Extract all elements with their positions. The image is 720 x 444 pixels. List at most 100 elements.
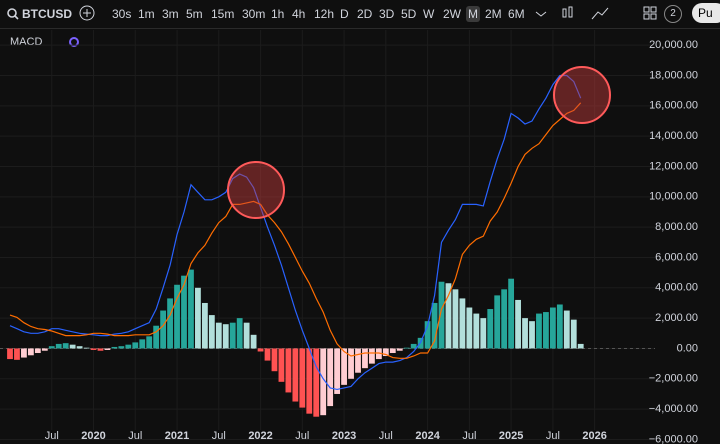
publish-button[interactable]: Pu xyxy=(692,3,720,23)
histogram-bar xyxy=(320,348,327,416)
histogram-bar xyxy=(536,313,542,349)
y-tick-label: 8,000.00 xyxy=(655,221,698,233)
toolbar-icons[interactable] xyxy=(530,0,680,28)
histogram-bar xyxy=(396,348,403,351)
histogram-bar xyxy=(14,348,20,360)
indicator-icon xyxy=(69,37,79,47)
interval-button[interactable]: 2W xyxy=(443,7,461,21)
y-tick-label: 6,000.00 xyxy=(655,251,698,263)
histogram-bar xyxy=(229,322,236,349)
interval-button[interactable]: 15m xyxy=(211,7,235,21)
histogram-bar xyxy=(452,289,459,349)
x-tick-label: Jul xyxy=(546,430,560,442)
histogram-bar xyxy=(362,348,368,369)
histogram-bar xyxy=(97,348,104,351)
histogram-bar xyxy=(438,281,445,349)
histogram-bar xyxy=(174,284,180,349)
interval-button[interactable]: 1h xyxy=(271,7,285,21)
histogram-bar xyxy=(236,318,243,349)
histogram-bar xyxy=(431,302,438,349)
histogram-bar xyxy=(348,348,354,379)
histogram-bar xyxy=(146,336,153,349)
histogram-bar xyxy=(299,348,306,408)
histogram-bar xyxy=(313,348,320,417)
symbol[interactable]: BTCUSD xyxy=(22,7,72,21)
indicator-title: MACD xyxy=(10,36,42,48)
interval-button[interactable]: 5m xyxy=(186,7,203,21)
histogram-bar xyxy=(118,346,125,349)
histogram-bar xyxy=(334,348,341,394)
histogram-bar xyxy=(76,346,83,349)
x-tick-label: Jul xyxy=(379,430,393,442)
histogram-bar xyxy=(473,313,480,349)
x-tick-label: Jul xyxy=(212,430,226,442)
histogram-bar xyxy=(292,348,299,402)
histogram-bar xyxy=(208,315,215,349)
histogram-bar xyxy=(466,307,473,349)
histogram-bar xyxy=(543,312,549,349)
histogram-bar xyxy=(355,348,361,373)
histogram-bar xyxy=(389,348,396,354)
histogram-bar xyxy=(278,348,285,382)
interval-button[interactable]: 3D xyxy=(379,7,395,21)
interval-button[interactable]: 4h xyxy=(292,7,306,21)
histogram-bar xyxy=(41,348,48,351)
interval-button[interactable]: D xyxy=(340,7,349,21)
x-tick-label: Jul xyxy=(45,430,59,442)
histogram-bar xyxy=(327,348,334,407)
histogram-bar xyxy=(480,318,487,349)
histogram-bar xyxy=(21,348,27,358)
histogram-bar xyxy=(487,309,494,349)
histogram-bar xyxy=(563,310,570,349)
histogram-bar xyxy=(522,318,528,349)
interval-button[interactable]: W xyxy=(423,7,435,21)
interval-button[interactable]: 30m xyxy=(242,7,266,21)
x-tick-label: 2024 xyxy=(415,430,440,442)
x-tick-label: 2022 xyxy=(248,430,272,442)
histogram-bar xyxy=(132,342,139,349)
interval-button[interactable]: 3m xyxy=(162,7,179,21)
search-icon[interactable] xyxy=(4,0,22,28)
interval-button[interactable]: M xyxy=(466,6,480,22)
y-tick-label: 0.00 xyxy=(677,342,698,354)
interval-button[interactable]: 2M xyxy=(485,7,502,21)
histogram-bar xyxy=(125,344,132,349)
histogram-bar xyxy=(494,295,501,349)
histogram-bar xyxy=(570,319,577,349)
histogram-bar xyxy=(181,275,187,349)
line-signal xyxy=(9,102,582,359)
interval-button[interactable]: 2D xyxy=(357,7,373,21)
histogram-bar xyxy=(403,347,410,349)
histogram-bar xyxy=(83,347,90,349)
interval-button[interactable]: 5D xyxy=(401,7,417,21)
add-symbol[interactable] xyxy=(77,0,97,28)
y-tick-label: −4,000.00 xyxy=(649,403,698,415)
x-tick-label: Jul xyxy=(128,430,142,442)
y-tick-label: −2,000.00 xyxy=(649,373,698,385)
annotation-circle xyxy=(227,161,285,219)
histogram-bar xyxy=(264,348,271,361)
x-tick-label: 2021 xyxy=(165,430,189,442)
histogram-bar xyxy=(55,343,62,349)
histogram-bar xyxy=(375,348,382,360)
histogram-bar xyxy=(222,324,229,349)
interval-button[interactable]: 6M xyxy=(508,7,525,21)
y-tick-label: −6,000.00 xyxy=(649,433,698,444)
histogram-bar xyxy=(459,298,466,349)
interval-button[interactable]: 12h xyxy=(314,7,335,21)
histogram-bar xyxy=(62,343,69,349)
interval-button[interactable]: 30s xyxy=(112,7,132,21)
histogram-bar xyxy=(424,321,431,349)
histogram-bar xyxy=(201,302,208,349)
annotation-circle xyxy=(553,66,611,124)
histogram-bar xyxy=(445,283,452,349)
histogram-bar xyxy=(243,322,250,349)
histogram-bar xyxy=(195,287,201,349)
histogram-bar xyxy=(250,334,257,349)
badge[interactable]: 2 xyxy=(664,5,682,23)
y-tick-label: 12,000.00 xyxy=(649,160,698,172)
interval-button[interactable]: 1m xyxy=(138,7,155,21)
x-tick-label: 2025 xyxy=(499,430,523,442)
histogram-bar xyxy=(341,348,347,385)
